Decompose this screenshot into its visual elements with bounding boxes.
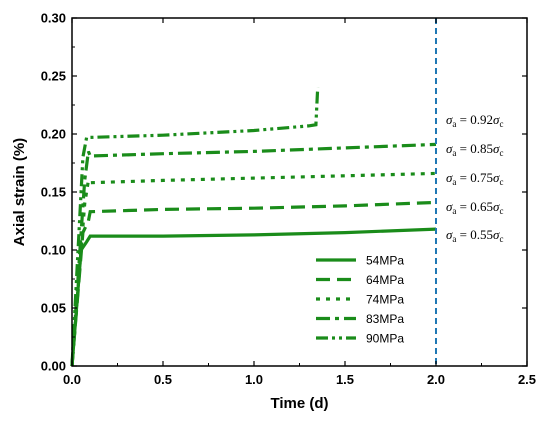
series-line-83MPa (70, 142, 437, 367)
series-line-90MPa (70, 87, 320, 367)
x-axis-label: Time (d) (270, 395, 328, 412)
x-tick-label: 0.5 (154, 372, 172, 387)
legend-label: 90MPa (366, 332, 404, 346)
plot-frame (71, 17, 528, 367)
legend-label: 83MPa (366, 312, 404, 326)
x-tick-label: 1.0 (245, 372, 263, 387)
x-tick-label: 1.5 (336, 372, 354, 387)
stress-ratio-label: σa = 0.92σc (446, 112, 503, 129)
legend-label: 74MPa (366, 293, 404, 307)
y-tick-label: 0.00 (41, 359, 66, 374)
series-line-64MPa (70, 200, 437, 367)
legend-label: 54MPa (366, 254, 404, 268)
x-tick-label: 2.0 (427, 372, 445, 387)
plot-lines (70, 18, 437, 367)
annotations: σa = 0.92σc σa = 0.85σc σa = 0.75σc σa = 0.… (446, 112, 503, 244)
y-tick-label: 0.15 (41, 185, 66, 200)
legend: 54MPa 64MPa 74MPa 83MPa 90MPa (316, 254, 404, 346)
y-tick-label: 0.30 (41, 11, 66, 26)
legend-label: 64MPa (366, 273, 404, 287)
x-tick-label: 0.0 (63, 372, 81, 387)
stress-ratio-label: σa = 0.55σc (446, 227, 503, 244)
y-tick-label: 0.20 (41, 127, 66, 142)
x-tick-label: 2.5 (518, 372, 536, 387)
stress-ratio-label: σa = 0.85σc (446, 141, 503, 158)
axes (71, 17, 528, 367)
stress-ratio-label: σa = 0.65σc (446, 199, 503, 216)
ticks: 0.0 0.5 1.0 1.5 2.0 2.5 0.00 0.05 0.10 0.15 0.20 0.… (41, 11, 536, 388)
y-tick-label: 0.10 (41, 243, 66, 258)
y-axis-label: Axial strain (%) (11, 138, 28, 246)
y-tick-label: 0.05 (41, 301, 66, 316)
stress-ratio-label: σa = 0.75σc (446, 170, 503, 187)
y-tick-label: 0.25 (41, 69, 66, 84)
